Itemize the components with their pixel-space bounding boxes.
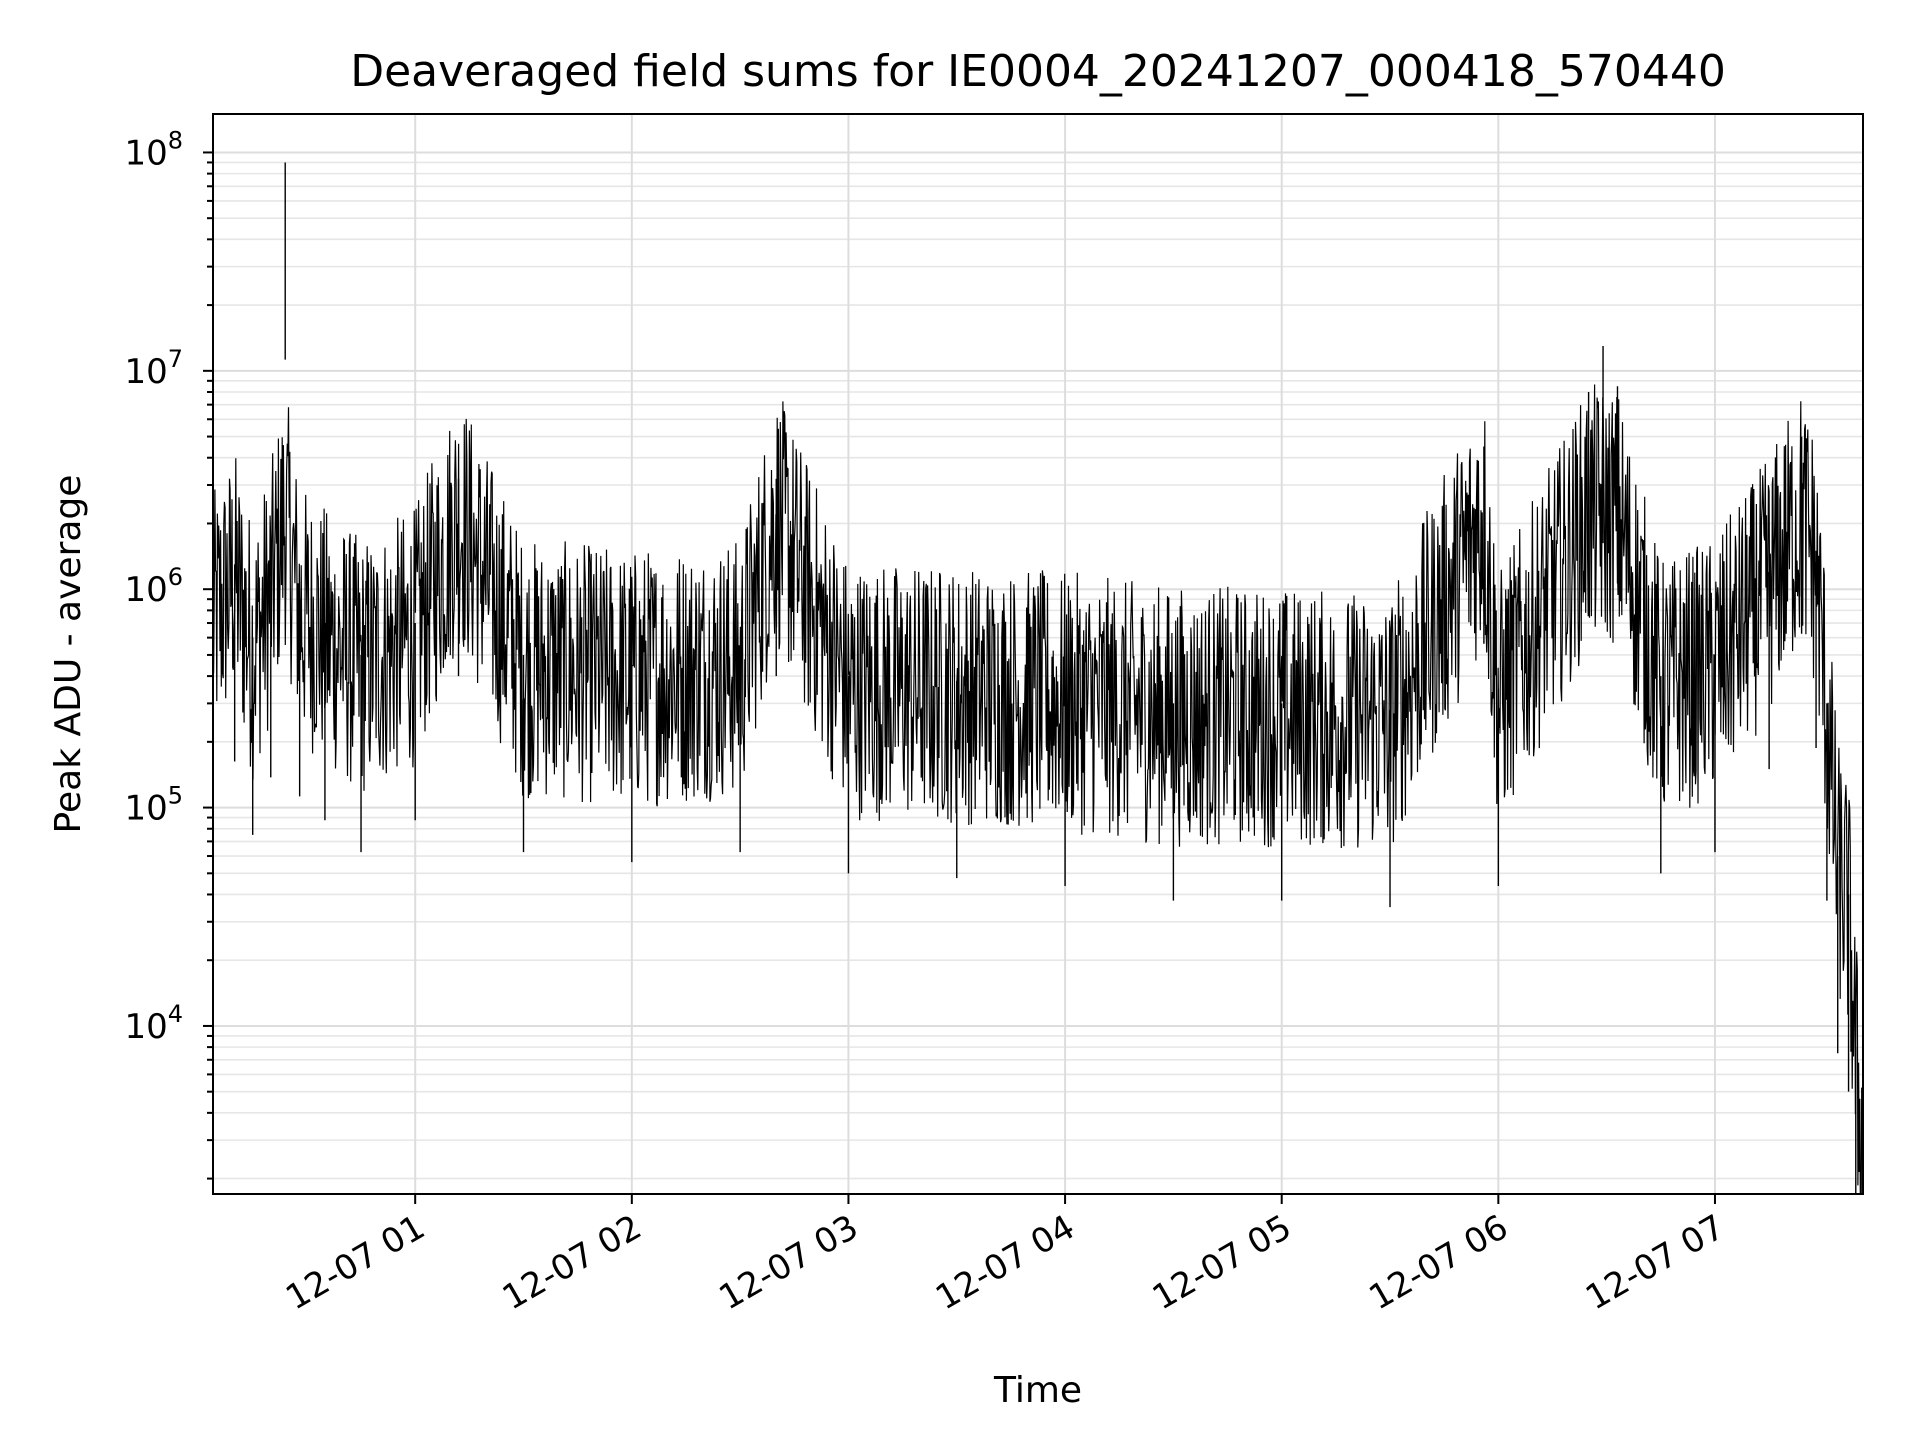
- series-line: [213, 384, 1863, 1194]
- y-tick-label: 107: [124, 345, 183, 392]
- y-tick-base: 10: [124, 789, 167, 829]
- data-layer: [213, 162, 1863, 1194]
- chart-title: Deaveraged field sums for IE0004_2024120…: [350, 46, 1726, 97]
- y-tick-label: 105: [124, 782, 183, 829]
- y-tick-base: 10: [124, 1007, 167, 1047]
- y-tick-label: 106: [124, 563, 183, 610]
- y-axis-label: Peak ADU - average: [48, 475, 89, 834]
- y-tick-base: 10: [124, 570, 167, 610]
- y-tick-exponent: 7: [168, 345, 183, 373]
- y-tick-exponent: 6: [168, 563, 183, 591]
- y-tick-exponent: 8: [168, 126, 183, 154]
- x-axis-label: Time: [993, 1370, 1082, 1411]
- y-tick-base: 10: [124, 133, 167, 173]
- y-tick-exponent: 5: [168, 782, 183, 810]
- y-tick-base: 10: [124, 352, 167, 392]
- y-tick-exponent: 4: [168, 1000, 183, 1028]
- y-tick-label: 108: [124, 126, 183, 173]
- y-tick-label: 104: [124, 1000, 183, 1047]
- plot-area: 12-07 01 12-07 02 12-07 03 12-07 04 12-07 05…: [124, 113, 1864, 1318]
